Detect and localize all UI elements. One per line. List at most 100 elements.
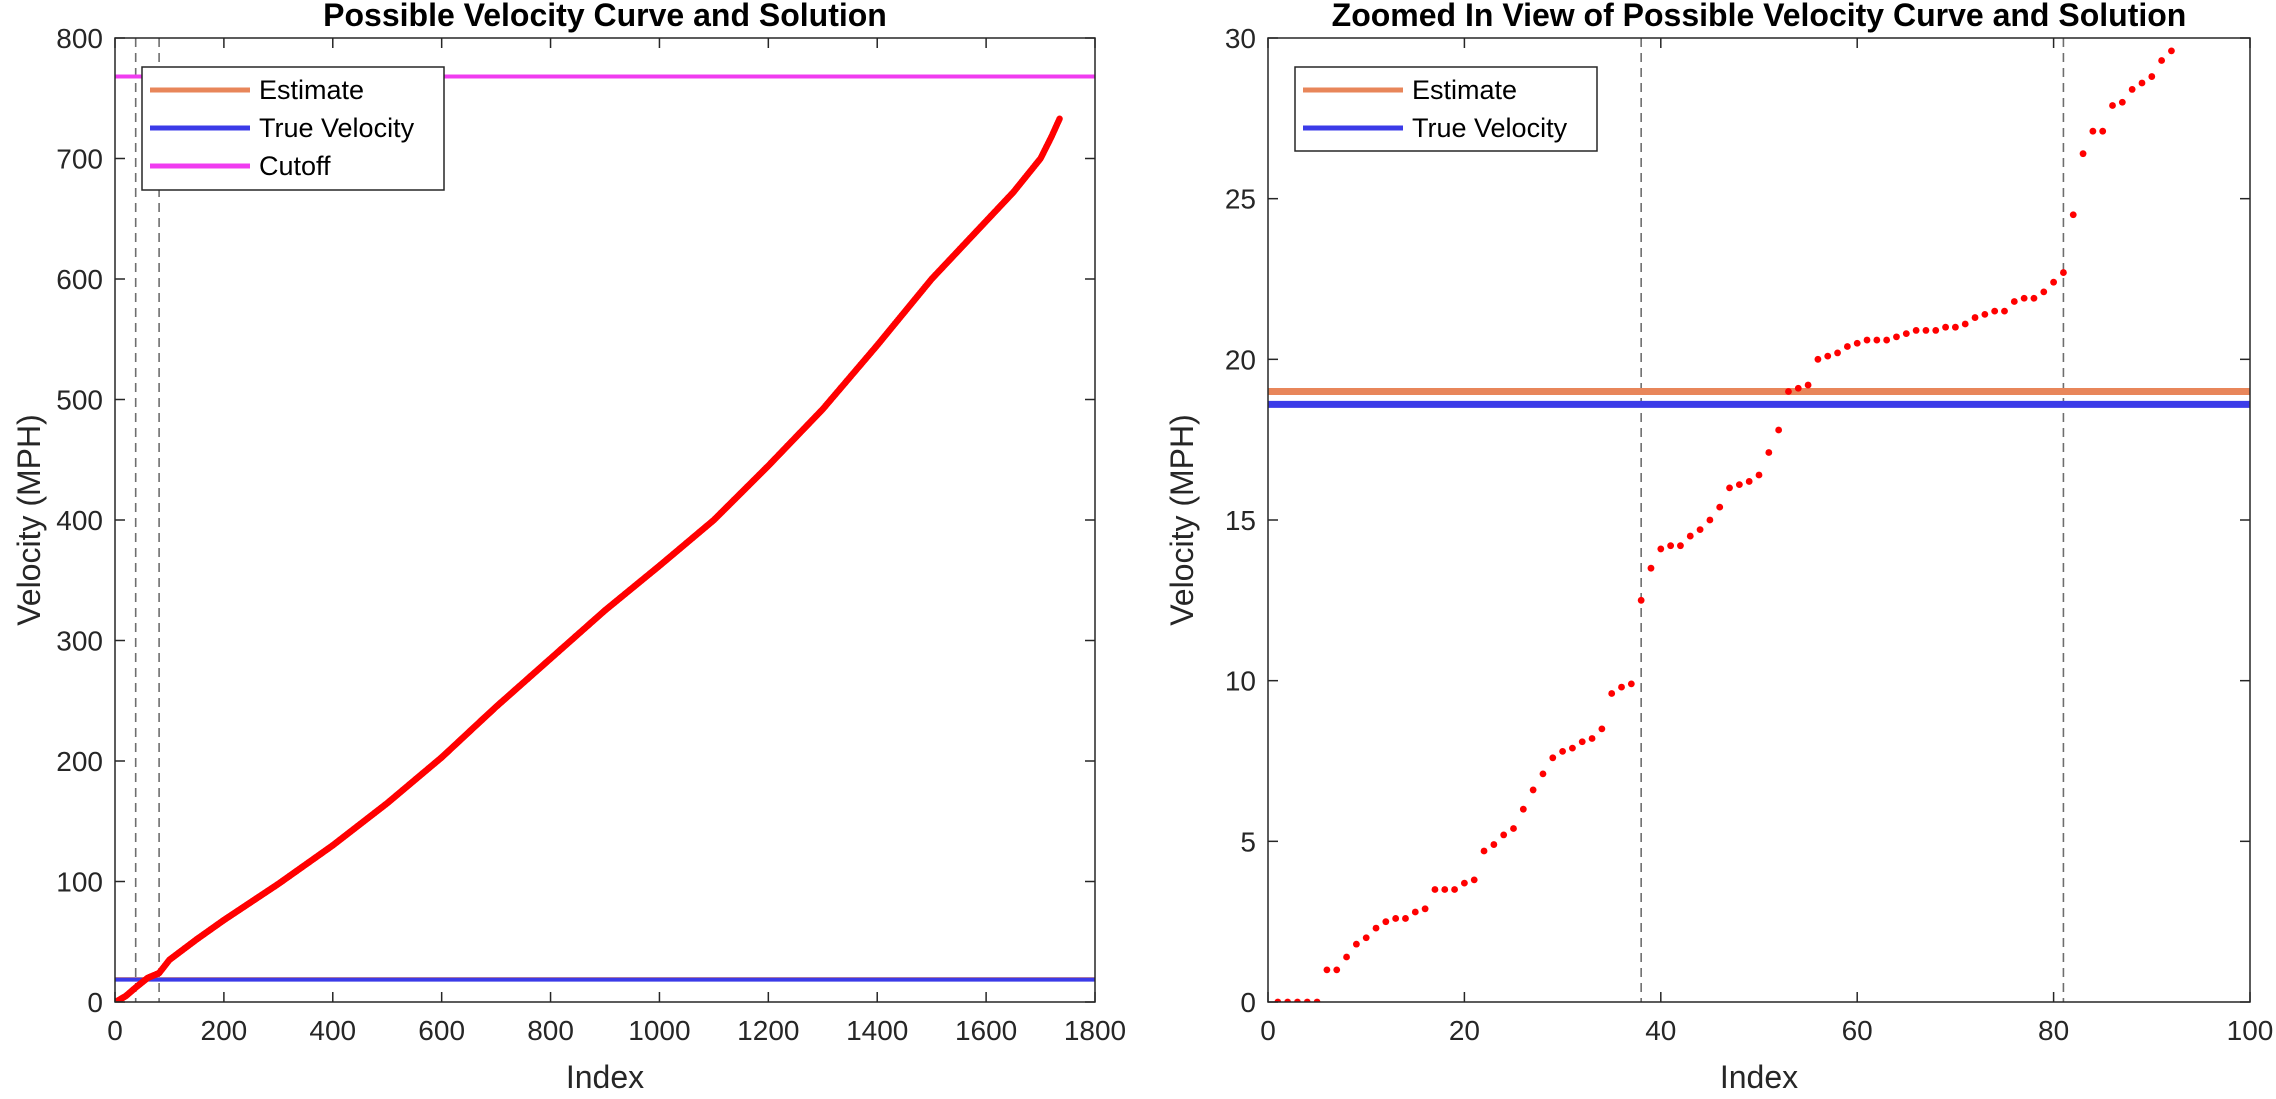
data-point xyxy=(1323,966,1331,974)
data-point xyxy=(1480,847,1488,855)
x-tick-label: 60 xyxy=(1842,1015,1873,1046)
data-point xyxy=(1382,918,1390,926)
velocity-points xyxy=(115,115,1063,1002)
y-tick-label: 5 xyxy=(1240,826,1256,857)
data-point xyxy=(1755,471,1763,479)
y-tick-label: 10 xyxy=(1225,666,1256,697)
data-point xyxy=(2069,211,2077,219)
data-point xyxy=(1981,310,1989,318)
data-point xyxy=(2050,278,2058,286)
data-point xyxy=(2158,57,2166,64)
data-point xyxy=(1686,532,1694,540)
data-point xyxy=(1952,323,1959,331)
tick-marks xyxy=(114,37,1096,1003)
data-point xyxy=(2168,47,2175,55)
legend-box xyxy=(1294,66,1598,152)
data-point xyxy=(1343,953,1350,961)
data-point xyxy=(1402,915,1409,922)
legend-label-true-velocity: True Velocity xyxy=(1412,113,1568,143)
data-point xyxy=(1294,998,1301,1002)
chart-velocity-curve: Possible Velocity Curve and Solution Ind… xyxy=(11,0,1126,1095)
data-point xyxy=(1461,879,1468,887)
data-point xyxy=(1519,805,1527,813)
legend-label-estimate: Estimate xyxy=(1412,75,1517,105)
data-point xyxy=(1706,516,1714,524)
data-point xyxy=(1431,886,1439,893)
legend: Estimate True Velocity Cutoff xyxy=(141,66,445,191)
data-point xyxy=(1785,388,1792,395)
data-point xyxy=(1647,564,1655,572)
data-point xyxy=(1608,690,1616,697)
data-point xyxy=(2128,86,2136,93)
data-point xyxy=(1559,747,1566,755)
data-point xyxy=(1598,725,1606,733)
data-point xyxy=(2040,288,2048,296)
data-point xyxy=(2099,127,2107,135)
data-point xyxy=(1578,738,1586,746)
y-tick-label: 20 xyxy=(1225,344,1256,375)
axes-frame xyxy=(1267,37,2251,1003)
data-point xyxy=(2001,307,2008,315)
y-tick-label: 700 xyxy=(56,144,103,175)
data-point xyxy=(1883,336,1891,344)
data-point xyxy=(1441,886,1449,893)
data-point xyxy=(1814,355,1822,363)
data-point xyxy=(1677,542,1684,550)
velocity-points xyxy=(1274,47,2175,1002)
data-point xyxy=(1824,352,1832,360)
data-point xyxy=(1588,735,1596,742)
x-tick-label: 0 xyxy=(1260,1015,1276,1046)
data-point xyxy=(2089,127,2097,135)
data-point xyxy=(1863,336,1871,344)
x-tick-label: 1200 xyxy=(737,1015,799,1046)
data-point xyxy=(1834,349,1841,357)
x-axis-label: Index xyxy=(566,1059,644,1095)
data-point xyxy=(1490,841,1498,848)
y-tick-label: 800 xyxy=(56,23,103,54)
data-point xyxy=(1961,320,1969,328)
data-point xyxy=(1775,426,1783,434)
data-point xyxy=(2148,73,2156,80)
y-tick-label: 25 xyxy=(1225,184,1256,215)
data-point xyxy=(1745,478,1753,485)
legend-label-true-velocity: True Velocity xyxy=(259,113,415,143)
x-tick-label: 0 xyxy=(107,1015,123,1046)
chart-title: Zoomed In View of Possible Velocity Curv… xyxy=(1332,0,2187,33)
plot-area xyxy=(1268,38,2250,1002)
data-point xyxy=(1549,754,1557,762)
data-point xyxy=(1716,503,1724,511)
data-point xyxy=(2109,102,2116,109)
y-tick-label: 0 xyxy=(87,987,103,1018)
data-point xyxy=(1843,343,1851,350)
legend-label-cutoff: Cutoff xyxy=(259,151,331,181)
y-tick-label: 200 xyxy=(56,746,103,777)
data-point xyxy=(1470,876,1478,884)
data-point xyxy=(2010,298,2018,305)
data-point xyxy=(1372,924,1380,932)
x-tick-label: 800 xyxy=(527,1015,574,1046)
data-point xyxy=(1667,542,1675,550)
data-point xyxy=(1313,998,1321,1002)
data-point xyxy=(1922,327,1930,334)
data-point xyxy=(1569,744,1576,752)
data-point xyxy=(1726,484,1733,492)
data-point xyxy=(1627,680,1635,688)
x-tick-label: 20 xyxy=(1449,1015,1480,1046)
data-point xyxy=(1421,905,1429,913)
x-tick-label: 40 xyxy=(1645,1015,1676,1046)
data-point xyxy=(1794,384,1802,392)
data-point xyxy=(1696,526,1704,534)
data-point xyxy=(1529,786,1537,794)
data-point xyxy=(1657,545,1665,553)
data-point xyxy=(2060,269,2067,276)
data-point xyxy=(1500,831,1508,839)
data-point xyxy=(1932,327,1940,334)
x-tick-label: 1400 xyxy=(846,1015,908,1046)
data-point xyxy=(1510,825,1517,832)
data-point xyxy=(1853,339,1861,347)
data-point xyxy=(1274,998,1282,1002)
data-point xyxy=(1362,934,1370,942)
tick-marks xyxy=(1267,37,2251,1003)
data-point xyxy=(2020,294,2028,302)
